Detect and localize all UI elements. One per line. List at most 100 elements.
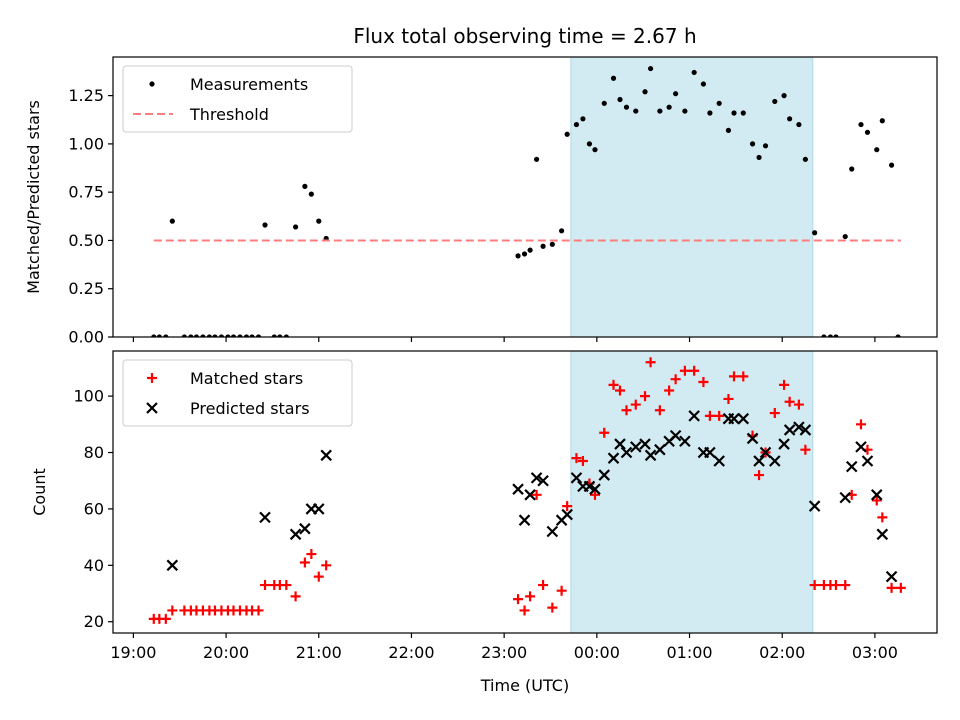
predicted-star-point — [688, 410, 700, 422]
measurement-point — [821, 334, 827, 337]
predicted-star-point — [629, 441, 642, 453]
matched-star-point — [877, 512, 888, 523]
measurement-point — [218, 334, 225, 337]
observing-window-shade — [570, 350, 814, 634]
measurement-point — [151, 334, 157, 337]
measurement-point — [858, 121, 864, 128]
bottom-panel: 20 40 60 80 100 19:00 20:00 21:00 22:00 23:00 00:0… — [73, 350, 938, 662]
matched-star-point — [299, 557, 310, 568]
y-tick-label: 0.25 — [68, 279, 104, 298]
measurement-point — [181, 334, 187, 337]
predicted-star-point — [808, 500, 821, 512]
legend-box — [122, 359, 353, 427]
predicted-star-point — [598, 469, 611, 481]
measurement-point — [879, 118, 885, 124]
measurement-point — [540, 243, 546, 249]
predicted-star-point — [861, 455, 874, 467]
predicted-star-point — [259, 511, 271, 524]
measurement-point — [271, 334, 277, 337]
y-tick-label: 40 — [84, 556, 104, 575]
measurement-point — [787, 116, 793, 122]
measurement-point — [725, 127, 732, 133]
measurement-point — [302, 183, 308, 189]
measurement-point — [212, 334, 218, 337]
plot-area — [151, 65, 901, 337]
measurement-point — [700, 81, 707, 87]
measurement-point — [225, 334, 231, 337]
matched-star-point — [547, 602, 558, 613]
matched-star-point — [769, 408, 780, 419]
predicted-star-point — [537, 474, 549, 487]
matched-star-point — [704, 410, 715, 421]
measurement-point — [833, 334, 839, 337]
measurement-point — [163, 334, 169, 337]
x-tick-label: 22:00 — [388, 643, 434, 662]
matched-star-point — [886, 582, 897, 593]
matched-star-point — [855, 419, 866, 430]
matched-star-point — [525, 591, 536, 602]
y-tick-label: 0.00 — [68, 328, 104, 347]
predicted-star-point — [583, 480, 596, 493]
measurement-point — [169, 218, 175, 224]
predicted-star-point — [512, 483, 524, 495]
x-tick-label: 02:00 — [759, 643, 805, 662]
measurement-point — [515, 253, 521, 259]
matched-star-point — [830, 580, 841, 591]
matched-star-point — [670, 374, 681, 385]
matched-star-point — [679, 365, 690, 376]
matched-star-point — [260, 580, 271, 591]
measurement-point — [206, 334, 212, 337]
predicted-star-point — [614, 438, 626, 450]
measurement-point — [617, 96, 623, 103]
measurement-point — [642, 89, 648, 95]
predicted-star-point — [669, 429, 682, 442]
measurement-point — [527, 247, 533, 253]
predicted-star-point — [289, 528, 302, 541]
predicted-star-point — [855, 441, 867, 453]
measurement-point — [666, 104, 672, 110]
matched-star-point — [556, 585, 567, 596]
measurement-point — [262, 222, 268, 228]
measurement-point — [188, 334, 194, 337]
matched-star-point — [589, 489, 600, 500]
measurement-point — [827, 334, 834, 337]
predicted-star-point — [759, 446, 772, 459]
measurement-point — [156, 334, 162, 337]
matched-star-point — [754, 470, 765, 481]
predicted-star-point — [589, 483, 601, 495]
panel-frame — [112, 56, 938, 338]
predicted-star-point — [166, 559, 179, 572]
predicted-star-point — [870, 489, 883, 501]
measurement-point — [895, 334, 901, 337]
predicted-star-point — [839, 491, 852, 504]
measurement-point — [243, 334, 250, 337]
measurement-point — [230, 334, 237, 337]
measurement-point — [573, 121, 580, 128]
measurement-point — [796, 121, 802, 128]
top-panel: 0.00 0.25 0.50 0.75 1.00 1.25 Measurements Thre… — [68, 56, 938, 347]
measurement-point — [586, 141, 593, 147]
observing-window-shade — [570, 56, 814, 338]
measurement-point — [255, 334, 262, 337]
legend-label: Matched stars — [190, 369, 303, 388]
y-tick-label: 0.50 — [68, 231, 104, 250]
predicted-star-point — [530, 472, 543, 484]
predicted-star-point — [679, 435, 691, 448]
measurement-point — [601, 100, 607, 106]
predicted-star-point — [607, 452, 620, 464]
measurement-point — [292, 224, 299, 230]
matched-star-point — [654, 405, 665, 416]
y-tick-label: 80 — [84, 443, 104, 462]
measurement-point — [673, 91, 679, 97]
legend-marker-plus — [147, 373, 157, 383]
matched-star-point — [664, 385, 675, 396]
predicted-star-point — [620, 446, 633, 459]
predicted-star-point — [704, 446, 716, 459]
predicted-star-point — [524, 489, 536, 501]
matched-star-point — [871, 495, 882, 506]
matched-star-point — [513, 594, 524, 605]
matched-star-point — [562, 501, 573, 512]
matched-star-point — [640, 391, 651, 402]
matched-star-point — [784, 396, 795, 407]
measurement-point — [580, 116, 586, 122]
